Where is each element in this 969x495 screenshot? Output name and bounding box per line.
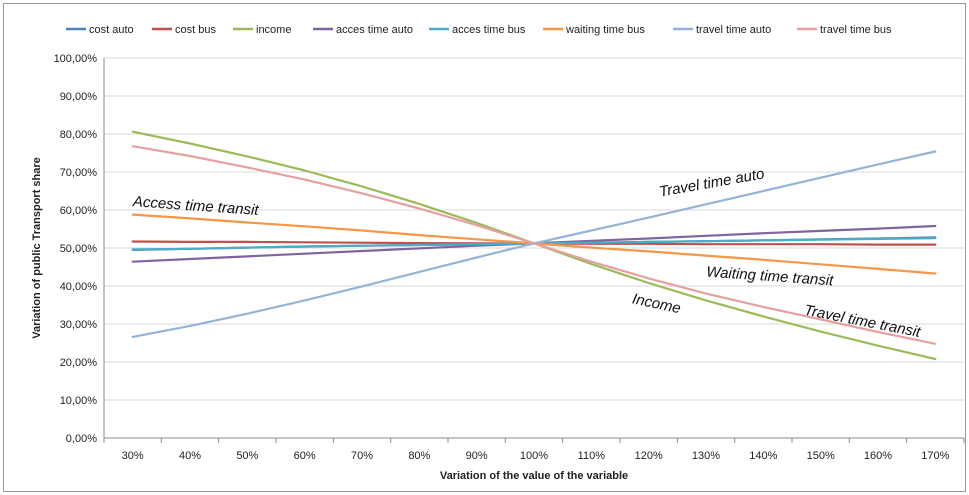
x-tick-label: 40% bbox=[179, 450, 201, 462]
legend-entry: waiting time bus bbox=[565, 24, 645, 36]
y-tick-label: 60,00% bbox=[60, 205, 98, 217]
x-tick-label: 70% bbox=[351, 450, 373, 462]
x-tick-label: 50% bbox=[236, 450, 258, 462]
x-tick-label: 170% bbox=[921, 450, 949, 462]
y-tick-label: 0,00% bbox=[66, 433, 97, 445]
x-tick-label: 110% bbox=[578, 450, 606, 462]
x-tick-label: 60% bbox=[294, 450, 316, 462]
legend-entry: travel time auto bbox=[696, 24, 771, 36]
x-tick-label: 30% bbox=[122, 450, 144, 462]
y-tick-label: 20,00% bbox=[60, 357, 98, 369]
x-tick-label: 80% bbox=[408, 450, 430, 462]
series-group bbox=[131, 130, 937, 361]
gridlines bbox=[104, 57, 964, 401]
x-tick-label: 160% bbox=[864, 450, 892, 462]
x-tick-label: 90% bbox=[466, 450, 488, 462]
y-tick-label: 100,00% bbox=[54, 53, 98, 65]
legend: cost auto cost bus income acces time auto ac… bbox=[66, 24, 892, 36]
x-tick-label: 100% bbox=[520, 450, 548, 462]
legend-entry: cost bus bbox=[175, 24, 216, 36]
x-tick-label: 140% bbox=[749, 450, 777, 462]
x-axis-title: Variation of the value of the variable bbox=[440, 470, 628, 482]
series-line-travel-time-bus bbox=[131, 145, 937, 345]
legend-entry: travel time bus bbox=[820, 24, 892, 36]
axes: 0,00% 10,00% 20,00% 30,00% 40,00% 50,00% 60,00… bbox=[54, 53, 965, 462]
x-tick-label: 150% bbox=[807, 450, 835, 462]
y-tick-label: 70,00% bbox=[60, 167, 98, 179]
x-tick-label: 130% bbox=[692, 450, 720, 462]
legend-entry: cost auto bbox=[89, 24, 134, 36]
legend-entry: income bbox=[256, 24, 291, 36]
y-tick-label: 30,00% bbox=[60, 319, 98, 331]
legend-entry: acces time auto bbox=[336, 24, 413, 36]
y-axis-title: Variation of public Transport share bbox=[31, 157, 43, 339]
y-tick-label: 80,00% bbox=[60, 129, 98, 141]
y-tick-label: 40,00% bbox=[60, 281, 98, 293]
y-tick-label: 50,00% bbox=[60, 243, 98, 255]
y-tick-label: 10,00% bbox=[60, 395, 98, 407]
x-tick-label: 120% bbox=[635, 450, 663, 462]
legend-entry: acces time bus bbox=[452, 24, 526, 36]
y-tick-label: 90,00% bbox=[60, 91, 98, 103]
